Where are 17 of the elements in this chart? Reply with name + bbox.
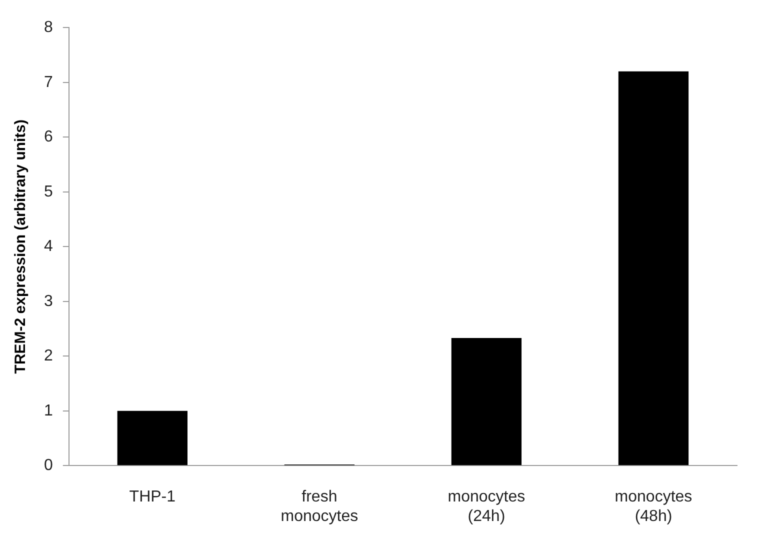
x-tick-label: fresh monocytes bbox=[280, 488, 358, 525]
x-tick-label: THP-1 bbox=[129, 488, 176, 506]
y-tick-label: 3 bbox=[44, 292, 53, 310]
y-tick-label: 4 bbox=[44, 238, 53, 256]
y-tick-label: 6 bbox=[44, 128, 53, 146]
bar bbox=[117, 410, 188, 466]
y-tick-label: 8 bbox=[44, 19, 53, 36]
y-tick-label: 1 bbox=[44, 402, 53, 420]
y-tick-label: 5 bbox=[44, 183, 53, 200]
y-tick-label: 7 bbox=[44, 74, 53, 91]
x-tick-label: monocytes (24h) bbox=[448, 488, 526, 525]
bar bbox=[618, 71, 689, 466]
x-tick-label: monocytes (48h) bbox=[614, 488, 692, 525]
bar bbox=[451, 338, 522, 466]
y-axis-title: TREM-2 expression (arbitrary units) bbox=[12, 119, 30, 374]
y-tick-label: 2 bbox=[44, 348, 53, 365]
y-tick-label: 0 bbox=[44, 457, 53, 474]
